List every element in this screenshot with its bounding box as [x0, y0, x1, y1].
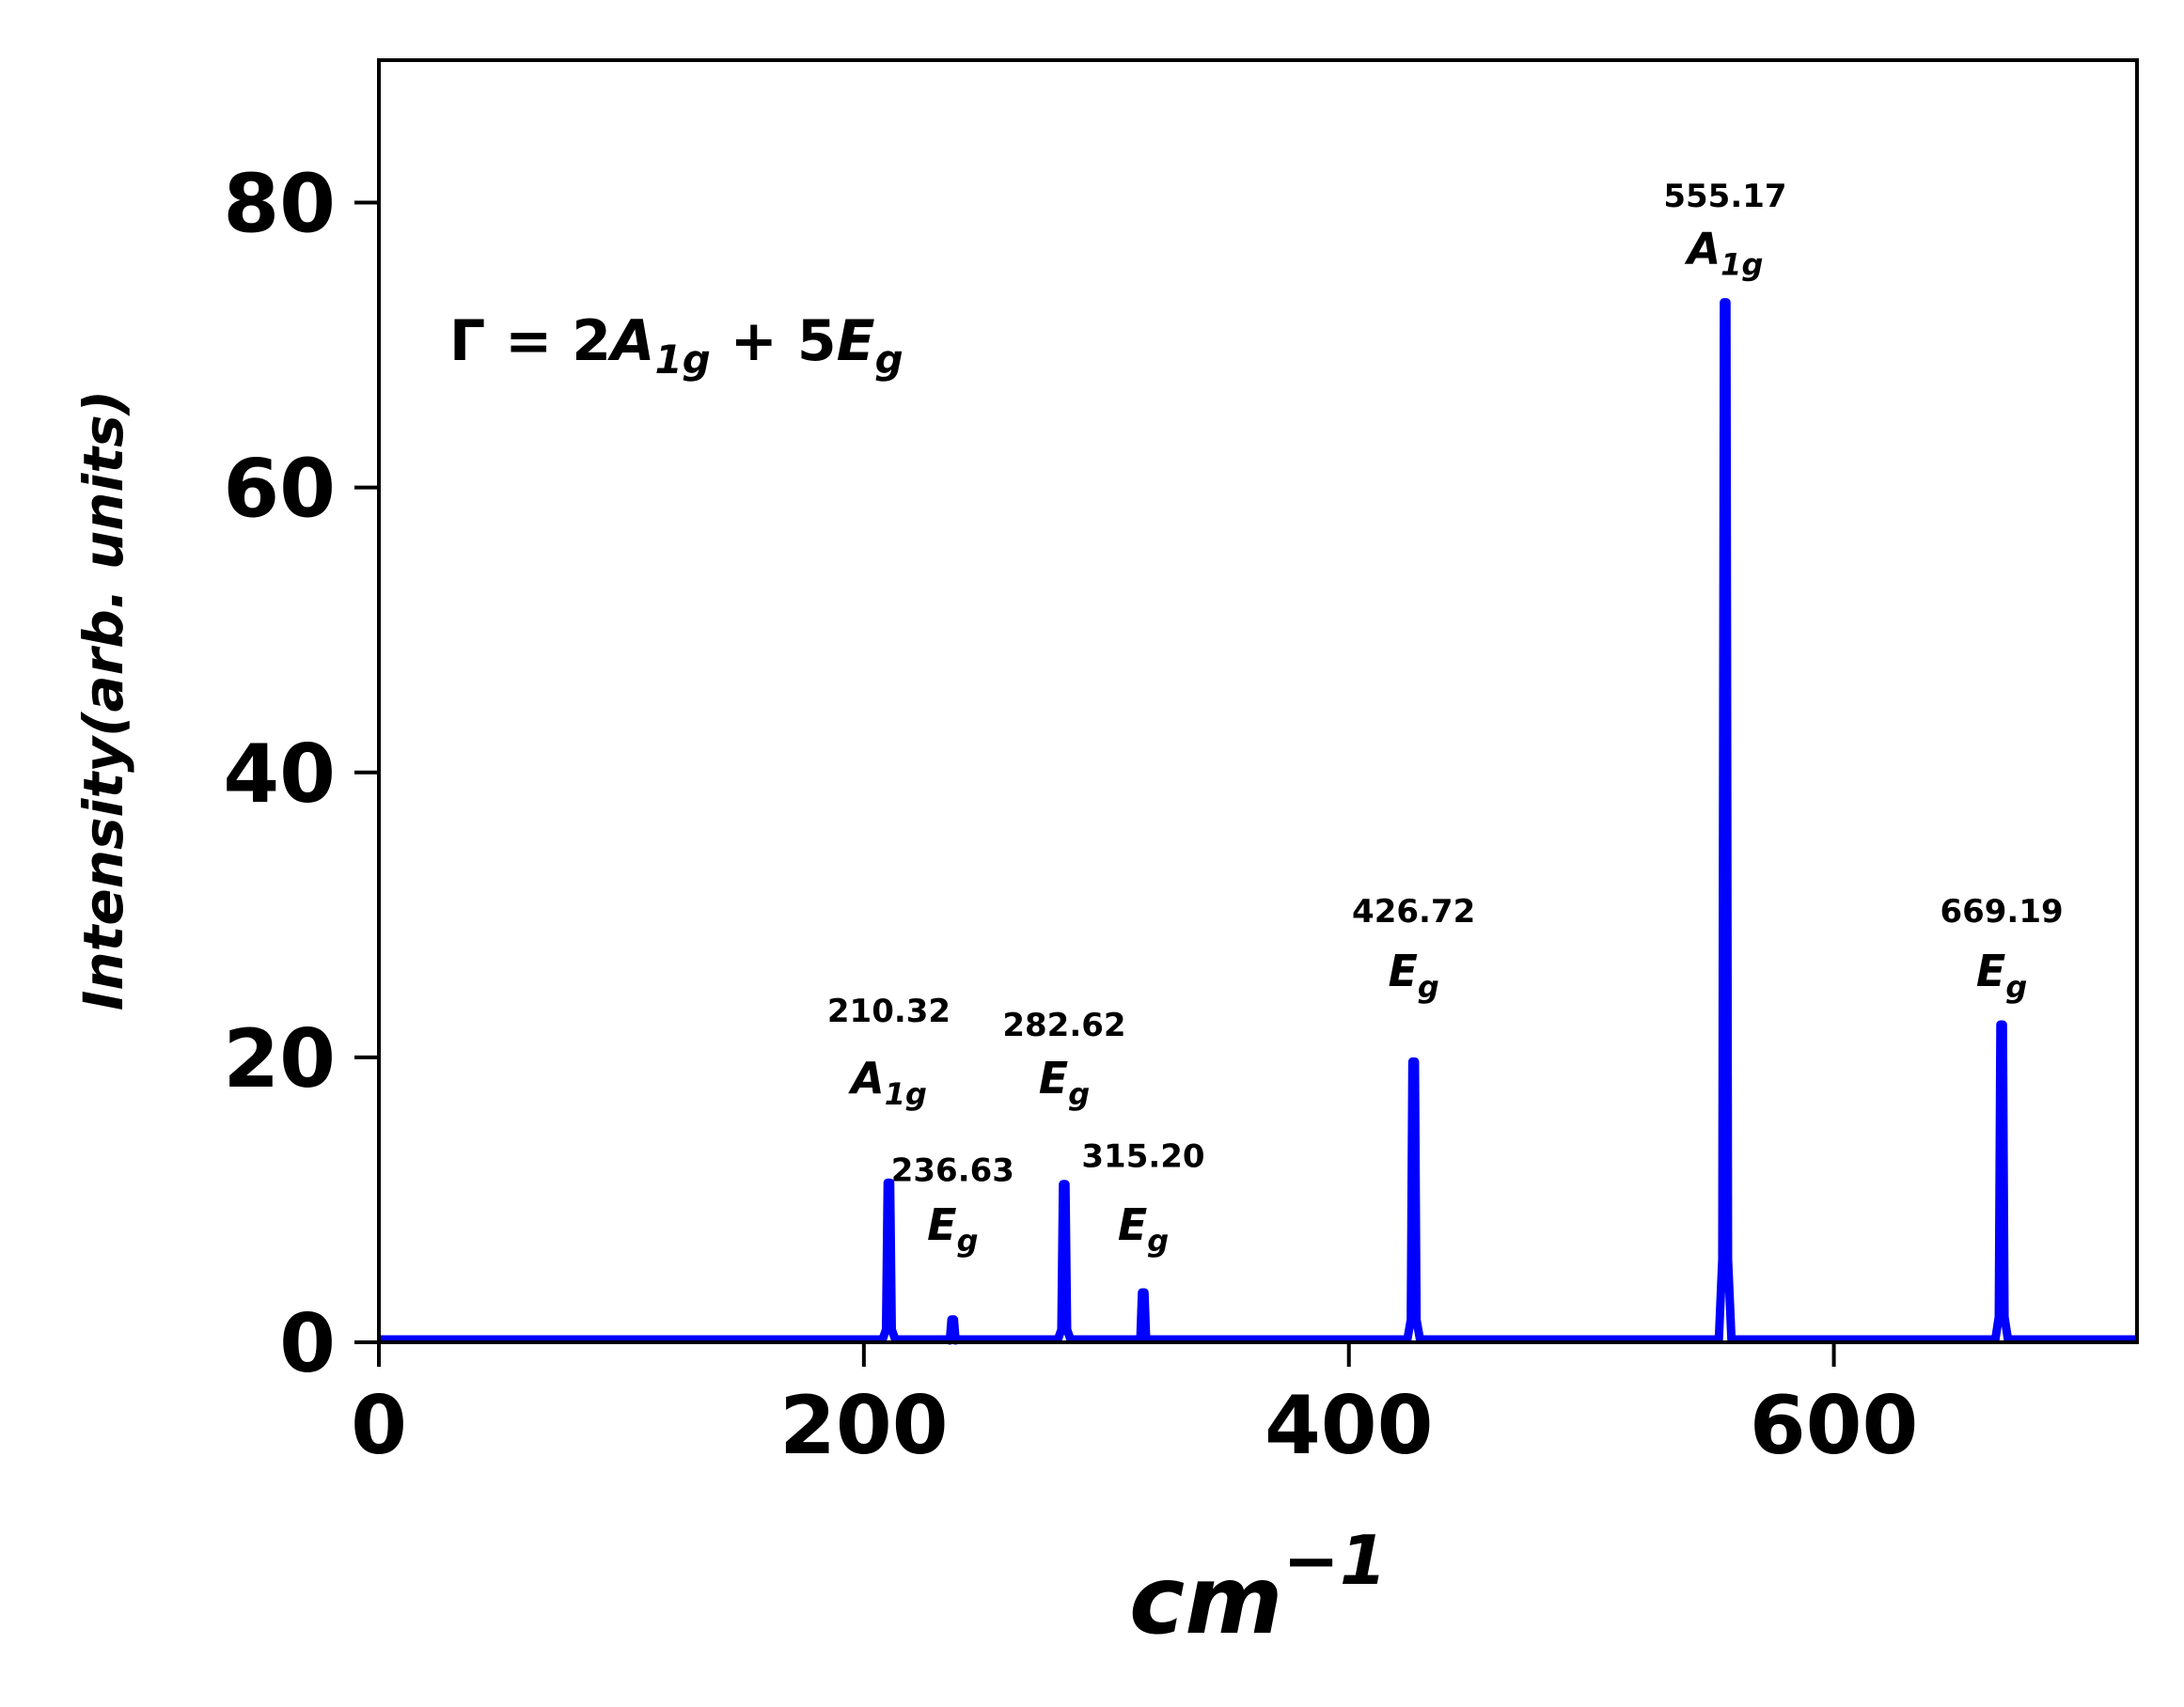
- peak-mode-label: Eg: [927, 1199, 978, 1259]
- y-tick-label: 80: [223, 158, 336, 252]
- peak-frequency-label: 555.17: [1663, 178, 1786, 215]
- irreducible-representation-annotation: Γ = 2A1g + 5Eg: [449, 308, 903, 383]
- peak-frequency-label: 210.32: [827, 993, 951, 1030]
- peak-mode-label: A1g: [848, 1053, 927, 1112]
- peak-frequency-label: 315.20: [1081, 1138, 1204, 1176]
- peak-mode-label: Eg: [1388, 946, 1438, 1005]
- spectrum-line: [379, 298, 2137, 1345]
- y-axis-ticks: 0 20 40 60 80: [223, 158, 379, 1391]
- y-tick-label: 40: [223, 728, 336, 822]
- peak-frequency-label: 669.19: [1940, 893, 2063, 931]
- peak-mode-label: Eg: [1976, 946, 2027, 1005]
- peak-frequency-label: 426.72: [1352, 893, 1475, 931]
- peak-mode-label: A1g: [1685, 224, 1764, 283]
- x-tick-label: 400: [1265, 1379, 1434, 1473]
- y-tick-label: 0: [279, 1297, 336, 1391]
- plot-frame: [377, 58, 2139, 1344]
- peak-mode-label: Eg: [1039, 1053, 1090, 1112]
- x-axis-label: cm−1: [1129, 1521, 1387, 1655]
- peak-labels: 210.32 A1g 236.63 Eg 282.62 Eg 315.20 Eg 426.72 E…: [827, 178, 2064, 1259]
- x-tick-label: 200: [779, 1379, 949, 1473]
- x-tick-label: 600: [1750, 1379, 1919, 1473]
- peak-mode-label: Eg: [1118, 1199, 1169, 1259]
- y-tick-label: 60: [223, 443, 336, 537]
- y-axis-label: Intensity(arb. units): [71, 390, 135, 1010]
- y-tick-label: 20: [223, 1012, 336, 1106]
- peak-frequency-label: 236.63: [891, 1152, 1014, 1190]
- peak-frequency-label: 282.62: [1002, 1007, 1125, 1044]
- x-tick-label: 0: [351, 1379, 407, 1473]
- x-axis-ticks: 0 200 400 600: [351, 1342, 1918, 1473]
